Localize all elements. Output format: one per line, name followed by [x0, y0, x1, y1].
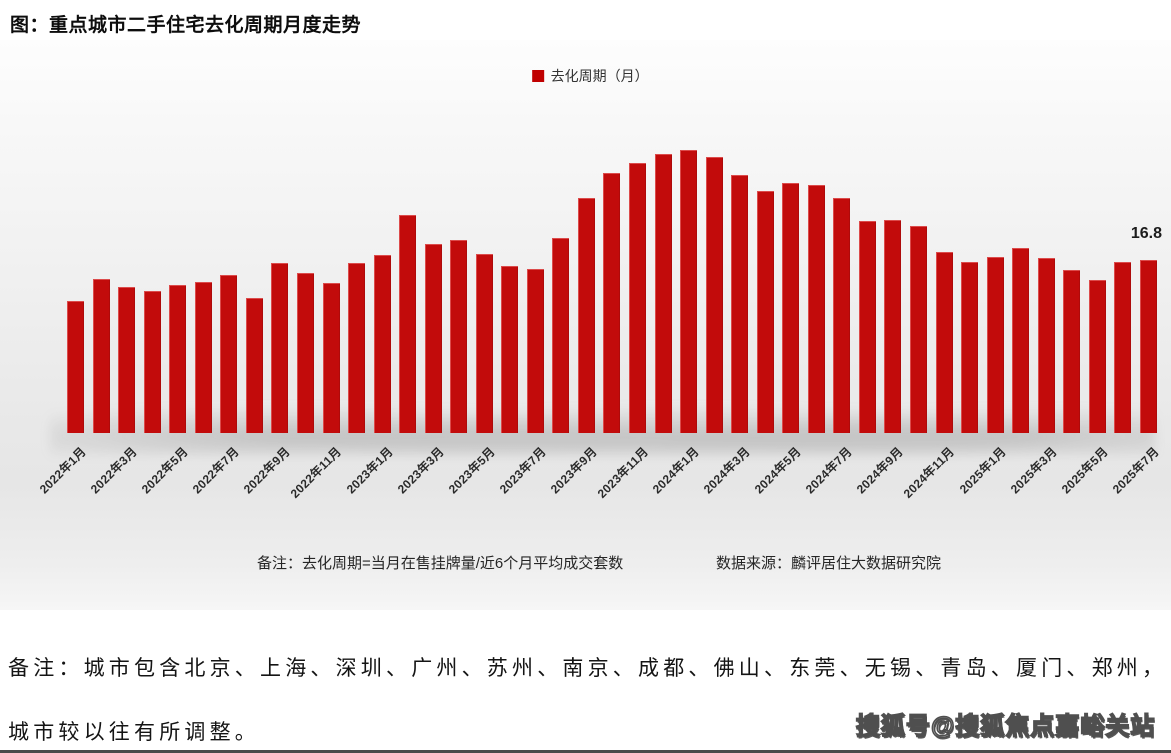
bar-2023年12月 — [654, 153, 672, 433]
x-tick-label: 2022年7月 — [190, 444, 243, 497]
bar-2025年4月 — [1063, 270, 1081, 433]
bar-2023年7月 — [526, 269, 544, 433]
bar-2024年3月 — [731, 174, 749, 433]
bar-2024年10月 — [909, 226, 927, 433]
bar-2025年1月 — [986, 256, 1004, 433]
bar-2022年10月 — [297, 273, 314, 433]
footer-note-line1: 备注：城市包含北京、上海、深圳、广州、苏州、南京、成都、佛山、东莞、无锡、青岛、… — [8, 656, 1168, 680]
bar-2023年8月 — [552, 238, 570, 433]
bar-2024年6月 — [807, 184, 825, 433]
footer-note-line2: 城市较以往有所调整。 — [8, 720, 260, 744]
x-tick-label: 2022年11月 — [287, 444, 345, 501]
bar-2025年6月 — [1114, 262, 1132, 433]
bar-2022年8月 — [245, 298, 263, 433]
bar-2022年3月 — [118, 286, 136, 433]
bar-2023年1月 — [373, 254, 391, 433]
bar-2025年7月 — [1139, 260, 1157, 433]
bar-2025年3月 — [1037, 257, 1055, 433]
bar-2024年2月 — [705, 157, 723, 433]
bar-2022年11月 — [322, 282, 340, 433]
x-tick-label: 2022年3月 — [88, 444, 141, 497]
bar-2023年3月 — [424, 243, 442, 433]
bar-2024年11月 — [935, 251, 953, 433]
sohu-watermark: 搜狐号@搜狐焦点嘉峪关站 — [855, 712, 1156, 741]
x-tick-label: 2024年3月 — [700, 444, 753, 497]
legend-label: 去化周期（月） — [550, 68, 649, 84]
bar-2022年6月 — [194, 281, 212, 433]
plot-area: 2022年1月 2022年3月 2022年5月 2022年7月 2022年9月 2022年… — [0, 40, 1171, 610]
bar-2023年6月 — [501, 266, 519, 433]
bar-2024年12月 — [961, 262, 978, 433]
x-tick-label: 2024年11月 — [900, 444, 958, 501]
legend-swatch-icon — [531, 70, 544, 82]
x-tick-label: 2023年3月 — [394, 444, 447, 497]
footer-note-area: 备注：城市包含北京、上海、深圳、广州、苏州、南京、成都、佛山、东莞、无锡、青岛、… — [0, 610, 1171, 753]
bar-2024年4月 — [756, 191, 774, 433]
chart-legend: 去化周期（月） — [531, 66, 649, 86]
bar-2023年2月 — [399, 214, 417, 433]
x-tick-label: 2023年1月 — [343, 444, 396, 497]
chart-area: 2022年1月 2022年3月 2022年5月 2022年7月 2022年9月 2022年… — [0, 40, 1171, 610]
x-tick-label: 2024年5月 — [752, 444, 805, 497]
bar-2022年7月 — [220, 275, 238, 433]
note-data-source: 数据来源：麟评居住大数据研究院 — [716, 555, 942, 572]
chart-title: 图：重点城市二手住宅去化周期月度走势 — [10, 15, 362, 36]
bar-2022年5月 — [169, 284, 187, 433]
bar-2023年9月 — [577, 198, 595, 433]
bar-2025年5月 — [1088, 279, 1106, 433]
x-tick-label: 2025年1月 — [956, 444, 1009, 497]
bar-2023年11月 — [629, 163, 646, 433]
x-tick-label: 2022年5月 — [139, 444, 192, 497]
bottom-border — [0, 750, 1171, 753]
bar-2024年8月 — [858, 220, 876, 433]
x-tick-label: 2023年11月 — [594, 444, 651, 501]
x-tick-label: 2023年7月 — [496, 444, 549, 497]
bar-2024年5月 — [782, 182, 800, 433]
bar-2022年12月 — [348, 263, 365, 433]
x-tick-label: 2024年1月 — [649, 444, 702, 497]
bar-2023年5月 — [475, 253, 493, 433]
bar-2024年9月 — [884, 219, 902, 433]
note-definition: 备注：去化周期=当月在售挂牌量/近6个月平均成交套数 — [257, 555, 624, 572]
x-tick-label: 2024年7月 — [803, 444, 856, 497]
bar-2025年2月 — [1012, 247, 1030, 433]
bar-2023年4月 — [450, 240, 468, 433]
x-tick-label: 2023年5月 — [445, 444, 498, 497]
bar-2024年1月 — [680, 149, 698, 433]
x-tick-label: 2022年1月 — [36, 444, 89, 497]
bar-2022年4月 — [143, 290, 161, 433]
last-value-label: 16.8 — [1130, 225, 1162, 242]
x-tick-label: 2025年7月 — [1109, 444, 1162, 497]
bar-2022年1月 — [67, 301, 85, 433]
bar-2024年7月 — [833, 198, 851, 433]
bar-2022年9月 — [271, 263, 289, 433]
bar-2022年2月 — [92, 278, 110, 433]
x-tick-label: 2025年5月 — [1058, 444, 1111, 497]
bar-2023年10月 — [603, 172, 621, 433]
x-tick-label: 2025年3月 — [1007, 444, 1060, 497]
